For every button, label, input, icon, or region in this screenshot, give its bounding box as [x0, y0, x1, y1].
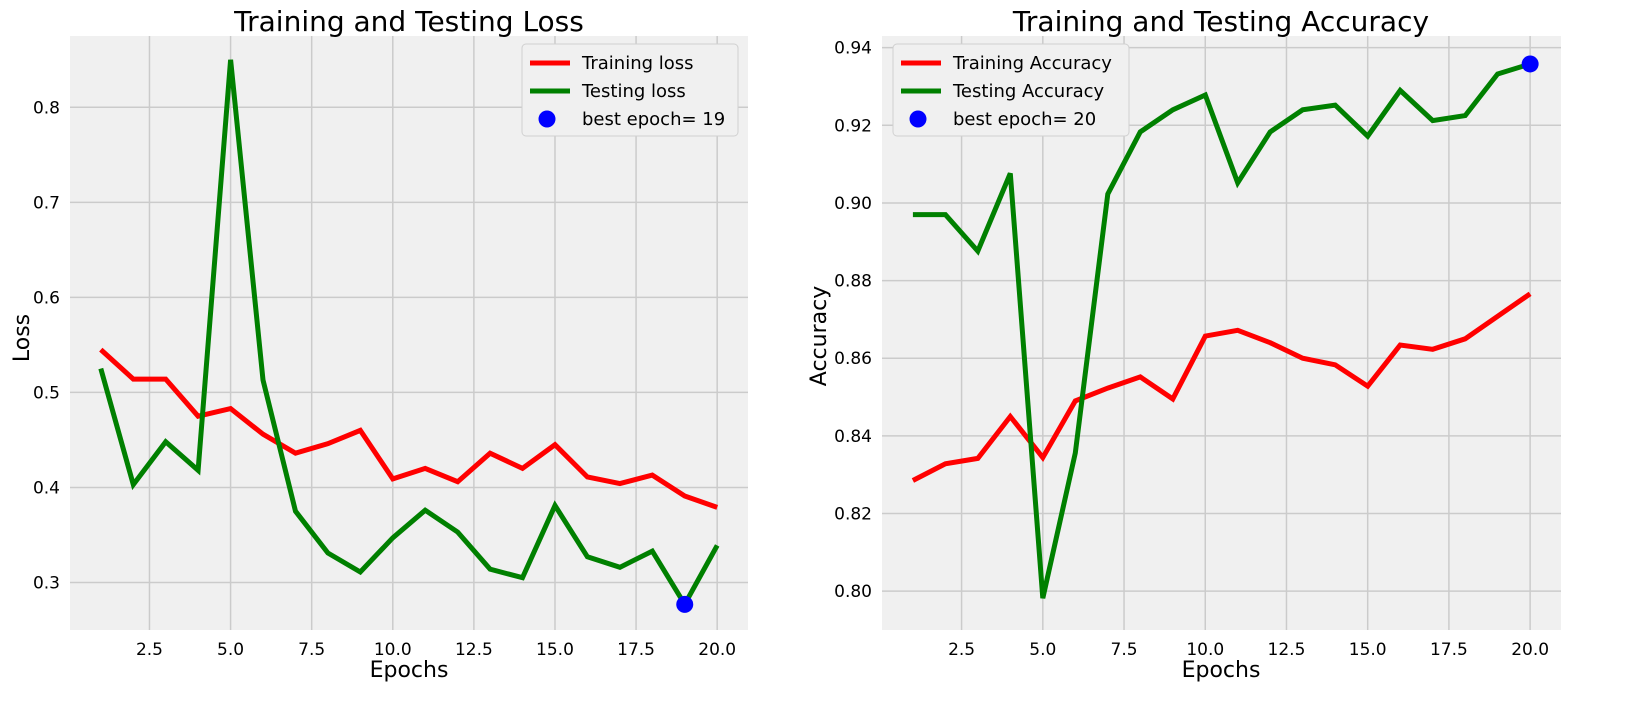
loss-chart-x-tick-label: 17.5 [617, 640, 655, 660]
loss-chart-x-tick-label: 20.0 [698, 640, 736, 660]
loss-chart-y-tick-label: 0.3 [33, 573, 60, 593]
loss-chart-x-axis-label: Epochs [370, 658, 449, 683]
accuracy-chart-y-tick-label: 0.92 [834, 116, 872, 136]
accuracy-chart-legend-label: Testing Accuracy [952, 81, 1105, 102]
accuracy-chart-legend-box [892, 43, 1130, 137]
accuracy-chart-best-epoch-marker [1521, 55, 1539, 73]
accuracy-chart-title: Training and Testing Accuracy [1012, 5, 1429, 38]
accuracy-chart-x-tick-label: 10.0 [1186, 640, 1224, 660]
loss-chart-y-tick-label: 0.8 [33, 98, 60, 118]
loss-chart-series-testing-line [98, 59, 720, 610]
loss-chart-legend-marker [538, 110, 556, 128]
loss-chart-y-tick-label: 0.6 [33, 288, 60, 308]
loss-chart-y-axis-label: Loss [10, 314, 35, 362]
loss-chart-x-tick-label: 10.0 [374, 640, 412, 660]
accuracy-chart-legend: Training Accuracy Testing Accuracy best ep… [892, 43, 1130, 137]
accuracy-chart-y-axis-label: Accuracy [807, 286, 832, 386]
loss-chart-legend-label: Testing loss [581, 81, 686, 102]
accuracy-chart-legend-label: Training Accuracy [952, 53, 1112, 74]
loss-chart-x-tick-label: 12.5 [455, 640, 493, 660]
loss-chart-legend-box [521, 43, 739, 137]
accuracy-chart-series-testing-line [912, 61, 1531, 599]
loss-chart-legend: Training loss Testing loss best epoch= 19 [521, 43, 739, 137]
accuracy-chart-y-tick-label: 0.88 [834, 272, 872, 292]
accuracy-chart-y-tick-label: 0.84 [834, 427, 872, 447]
loss-chart: Training and Testing Loss Epochs Loss 2.… [10, 5, 748, 683]
loss-chart-legend-label: best epoch= 19 [582, 109, 725, 130]
loss-chart-legend-label: Training loss [581, 53, 694, 74]
loss-chart-x-tick-label: 15.0 [536, 640, 574, 660]
loss-chart-y-tick-label: 0.5 [33, 383, 60, 403]
accuracy-chart-y-tick-label: 0.82 [834, 505, 872, 525]
accuracy-chart-y-tick-label: 0.94 [834, 39, 872, 59]
loss-chart-title: Training and Testing Loss [233, 5, 584, 38]
accuracy-chart-y-tick-label: 0.86 [834, 349, 872, 369]
accuracy-chart-x-tick-label: 5.0 [1029, 640, 1056, 660]
loss-chart-x-tick-label: 2.5 [136, 640, 163, 660]
accuracy-chart-x-tick-label: 15.0 [1349, 640, 1387, 660]
accuracy-chart: Training and Testing Accuracy Epochs Acc… [807, 5, 1561, 683]
accuracy-chart-x-tick-label: 17.5 [1430, 640, 1468, 660]
loss-chart-y-tick-label: 0.4 [33, 478, 60, 498]
accuracy-chart-x-tick-label: 20.0 [1511, 640, 1549, 660]
accuracy-chart-x-tick-label: 2.5 [948, 640, 975, 660]
accuracy-chart-y-tick-label: 0.80 [834, 582, 872, 602]
accuracy-chart-legend-marker [909, 110, 927, 128]
loss-chart-best-epoch-marker [676, 595, 694, 613]
accuracy-chart-y-tick-label: 0.90 [834, 194, 872, 214]
loss-chart-x-tick-label: 7.5 [298, 640, 325, 660]
loss-chart-y-tick-label: 0.7 [33, 193, 60, 213]
accuracy-chart-legend-label: best epoch= 20 [953, 109, 1096, 130]
accuracy-chart-series-training-line [911, 291, 1532, 483]
accuracy-chart-x-axis-label: Epochs [1182, 658, 1261, 683]
accuracy-chart-x-tick-label: 7.5 [1111, 640, 1138, 660]
loss-chart-x-tick-label: 5.0 [217, 640, 244, 660]
accuracy-chart-x-tick-label: 12.5 [1268, 640, 1306, 660]
